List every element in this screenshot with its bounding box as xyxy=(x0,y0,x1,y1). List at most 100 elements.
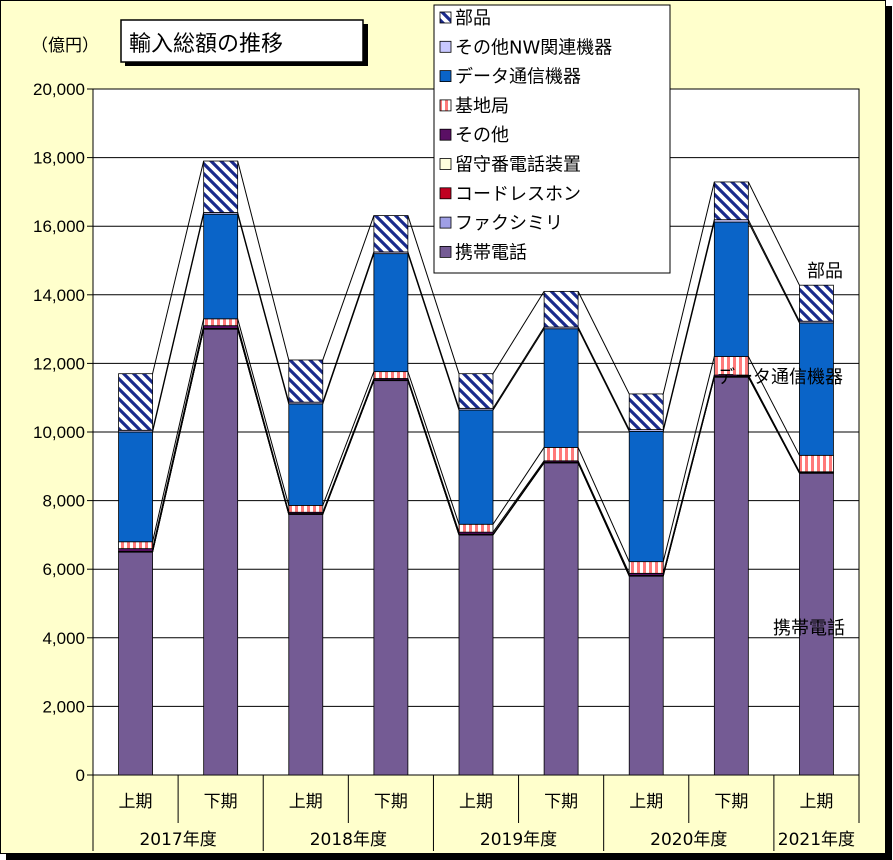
bar-segment xyxy=(373,215,409,253)
y-tick-label: 20,000 xyxy=(33,80,85,99)
legend-label: ファクシミリ xyxy=(455,213,563,234)
connector-line xyxy=(662,181,715,395)
y-tick-label: 6,000 xyxy=(42,560,85,579)
x-axis: 上期 下期 上期 下期 上期 下期 上期 下期 上期 2017年度 2018年度 2019年度 2020… xyxy=(92,775,860,851)
chart-title-box: 輸入総額の推移 xyxy=(120,19,368,66)
connector-line xyxy=(237,318,290,506)
legend-label: その他NW関連機器 xyxy=(455,37,612,58)
bar-segment xyxy=(543,328,579,448)
bar-segment xyxy=(713,376,749,776)
chart-title: 輸入総額の推移 xyxy=(129,32,283,57)
connector-line xyxy=(237,160,290,361)
connector-line xyxy=(577,447,630,562)
connector-line xyxy=(407,215,460,374)
connector-line xyxy=(577,328,630,432)
bar-segment xyxy=(203,160,239,213)
x-tick-label: 下期 xyxy=(544,792,578,812)
legend-swatch xyxy=(439,40,452,53)
x-tick-label: 下期 xyxy=(204,792,238,812)
bar-segment xyxy=(288,505,324,513)
connector-line xyxy=(492,291,545,374)
annotation-parts: 部品 xyxy=(807,261,843,282)
legend-label: 留守番電話装置 xyxy=(455,155,581,176)
connector-line xyxy=(492,328,545,411)
connector-line xyxy=(407,253,460,411)
legend-label: 携帯電話 xyxy=(455,242,527,263)
connector-line xyxy=(577,326,630,430)
connector-line xyxy=(577,460,630,574)
bar-segment xyxy=(799,284,834,322)
bar-segment xyxy=(373,380,409,776)
legend-swatch xyxy=(439,158,452,170)
annotation-data-comm: データ通信機器 xyxy=(717,367,843,388)
bar-segment xyxy=(203,213,239,320)
connector-line xyxy=(152,325,205,549)
legend-swatch xyxy=(439,11,452,24)
legend-swatch xyxy=(439,187,452,200)
legend: 部品その他NW関連機器データ通信機器基地局その他留守番電話装置コードレスホンファ… xyxy=(433,4,671,274)
connector-line xyxy=(747,219,800,322)
bar-segment xyxy=(288,403,324,506)
connector-line xyxy=(152,328,205,552)
y-tick-label: 12,000 xyxy=(33,354,85,373)
legend-swatch xyxy=(439,70,452,82)
bar-segment xyxy=(203,325,239,329)
bar-segment xyxy=(628,430,664,563)
connector-line xyxy=(747,374,800,473)
y-tick-label: 18,000 xyxy=(33,149,85,168)
bar-segment xyxy=(118,541,153,550)
bar-segment xyxy=(713,181,749,221)
x-tick-label: 上期 xyxy=(459,792,493,812)
connector-line xyxy=(747,181,800,286)
legend-label: コードレスホン xyxy=(455,184,581,205)
y-axis-ticks: 0 2,000 4,000 6,000 8,000 10,000 12,000 14,000 1… xyxy=(33,80,93,785)
x-tick-label: 上期 xyxy=(119,792,153,812)
legend-label: その他 xyxy=(455,125,509,146)
connector-line xyxy=(152,318,205,542)
bar-segment xyxy=(799,322,834,456)
bar-segment xyxy=(458,534,494,776)
bar-segment xyxy=(288,513,324,776)
bar-segment xyxy=(288,359,324,403)
x-tick-label: 上期 xyxy=(799,792,833,812)
bar-segment xyxy=(543,447,579,462)
bar-segment xyxy=(118,548,153,552)
legend-label: 基地局 xyxy=(455,96,509,117)
annotation-mobile: 携帯電話 xyxy=(773,618,845,639)
y-axis-unit: （億円） xyxy=(31,36,99,56)
legend-label: データ通信機器 xyxy=(455,67,581,88)
x-tick-label: 上期 xyxy=(629,792,663,812)
connector-line xyxy=(577,291,630,395)
bar-segment xyxy=(713,221,749,357)
connector-line xyxy=(492,326,545,409)
bar-segment xyxy=(458,373,494,409)
bar-segment xyxy=(458,409,494,525)
y-tick-label: 16,000 xyxy=(33,217,85,236)
bar-segment xyxy=(458,523,494,533)
connector-line xyxy=(662,356,715,562)
bar-segment xyxy=(628,393,664,430)
x-year-label: 2019年度 xyxy=(480,830,557,850)
connector-line xyxy=(662,219,715,430)
x-year-label: 2017年度 xyxy=(139,830,216,850)
connector-line xyxy=(237,325,290,513)
connector-line xyxy=(407,251,460,409)
bar-segment xyxy=(203,328,239,776)
connector-line xyxy=(152,160,205,374)
legend-swatch xyxy=(439,128,452,141)
connector-line xyxy=(322,251,375,403)
y-tick-label: 10,000 xyxy=(33,423,85,442)
bar-segment xyxy=(799,454,834,473)
legend-swatch xyxy=(439,99,452,112)
y-tick-label: 0 xyxy=(76,766,85,785)
y-tick-label: 14,000 xyxy=(33,286,85,305)
legend-swatch xyxy=(439,245,452,258)
bar-segment xyxy=(543,290,579,328)
connector-line xyxy=(492,447,545,525)
connector-line xyxy=(322,253,375,405)
connector-line xyxy=(492,460,545,533)
x-tick-label: 下期 xyxy=(374,792,408,812)
bar-segment xyxy=(203,318,239,327)
connector-line xyxy=(322,215,375,361)
connector-line xyxy=(747,221,800,324)
